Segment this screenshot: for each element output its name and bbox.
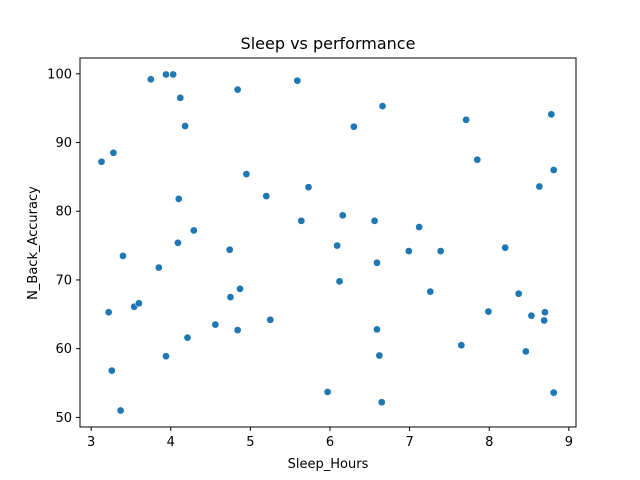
scatter-point — [174, 238, 182, 247]
scatter-point — [335, 277, 344, 286]
x-tick-label: 9 — [565, 435, 573, 450]
scatter-point — [373, 258, 381, 267]
y-tick-label: 100 — [47, 67, 72, 82]
scatter-point — [162, 70, 170, 79]
scatter-point — [174, 195, 183, 203]
scatter-point — [297, 217, 306, 225]
scatter-point — [377, 398, 386, 407]
scatter-point — [426, 287, 435, 296]
scatter-point — [147, 75, 155, 84]
x-tick-label: 8 — [485, 435, 493, 450]
y-axis-label: N_Back_Accuracy — [26, 186, 41, 300]
scatter-point — [378, 102, 387, 110]
scatter-point — [236, 285, 244, 293]
scatter-point — [242, 170, 251, 178]
y-tick-label: 50 — [55, 411, 72, 426]
scatter-point — [104, 308, 113, 317]
x-axis-label: Sleep_Hours — [288, 457, 369, 472]
scatter-point — [226, 293, 235, 301]
scatter-point — [181, 122, 189, 130]
x-tick-label: 3 — [87, 435, 95, 450]
chart-title: Sleep vs performance — [241, 34, 416, 53]
scatter-point — [436, 247, 445, 255]
scatter-point — [116, 406, 125, 415]
scatter-point — [338, 211, 347, 220]
scatter-point — [189, 226, 198, 235]
scatter-point — [350, 122, 358, 131]
plot-frame — [79, 57, 577, 428]
x-tick-label: 4 — [167, 435, 175, 450]
scatter-point — [162, 352, 170, 361]
scatter-point — [404, 247, 413, 255]
scatter-point — [549, 388, 558, 397]
scatter-point — [97, 157, 106, 166]
scatter-point — [119, 252, 127, 260]
scatter-point — [541, 308, 549, 317]
x-tick-label: 7 — [405, 435, 413, 450]
x-tick-label: 5 — [246, 435, 254, 450]
scatter-point — [370, 217, 379, 225]
scatter-point — [109, 148, 118, 157]
scatter-point — [135, 299, 143, 308]
scatter-point — [501, 243, 509, 252]
scatter-point — [176, 94, 185, 102]
y-tick-label: 60 — [55, 342, 72, 357]
scatter-point — [473, 155, 482, 164]
scatter-point — [535, 182, 544, 191]
scatter-point — [293, 76, 302, 85]
y-tick-label: 80 — [55, 205, 72, 220]
scatter-point — [225, 245, 234, 254]
x-tick-label: 6 — [326, 435, 334, 450]
scatter-point — [183, 333, 192, 342]
scatter-point — [457, 341, 466, 350]
y-tick-label: 70 — [55, 273, 72, 288]
scatter-point — [521, 347, 530, 356]
scatter-point — [415, 223, 424, 231]
scatter-point — [169, 70, 177, 79]
y-tick-label: 90 — [55, 136, 72, 151]
scatter-point — [233, 85, 242, 94]
scatter-point — [540, 316, 549, 325]
scatter-point — [373, 325, 381, 334]
ticks-layer: 3 4 5 6 7 8 9 50 60 70 80 90 100 — [47, 67, 573, 450]
scatter-point — [262, 192, 271, 200]
scatter-point — [484, 307, 493, 316]
scatter-point — [304, 183, 313, 192]
scatter-point — [514, 289, 523, 298]
scatter-point — [333, 241, 342, 250]
points-layer — [97, 70, 558, 415]
scatter-point — [154, 263, 163, 272]
scatter-point — [547, 110, 556, 119]
scatter-point — [527, 311, 536, 320]
scatter-point — [462, 115, 470, 124]
scatter-point — [323, 388, 332, 396]
scatter-point — [211, 320, 220, 329]
scatter-point — [266, 315, 275, 324]
scatter-point — [375, 351, 384, 360]
scatter-point — [107, 366, 116, 375]
scatter-point — [549, 166, 558, 174]
scatter-point — [233, 326, 242, 334]
